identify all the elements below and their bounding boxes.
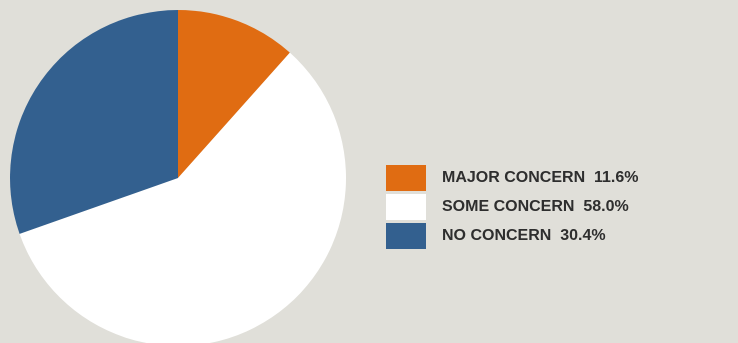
legend-value-no-concern: 30.4% [560, 227, 606, 244]
pie-slice-no-concern [10, 10, 178, 234]
legend-label-major-concern: MAJOR CONCERN [442, 169, 586, 186]
legend-item-some-concern: SOME CONCERN 58.0% [386, 193, 639, 221]
legend-swatch-some-concern [386, 194, 426, 220]
pie-slice-some-concern [19, 52, 346, 343]
legend-swatch-major-concern [386, 165, 426, 191]
legend-label-some-concern: SOME CONCERN [442, 198, 575, 215]
legend-item-no-concern: NO CONCERN 30.4% [386, 222, 639, 250]
legend-value-major-concern: 11.6% [594, 169, 639, 186]
pie-chart-plot [10, 10, 346, 343]
pie-slice-major-concern [178, 10, 290, 178]
chart-legend: MAJOR CONCERN 11.6% SOME CONCERN 58.0% N… [386, 164, 639, 251]
legend-value-some-concern: 58.0% [583, 198, 629, 215]
legend-item-major-concern: MAJOR CONCERN 11.6% [386, 164, 639, 192]
legend-swatch-no-concern [386, 223, 426, 249]
legend-label-no-concern: NO CONCERN [442, 227, 552, 244]
